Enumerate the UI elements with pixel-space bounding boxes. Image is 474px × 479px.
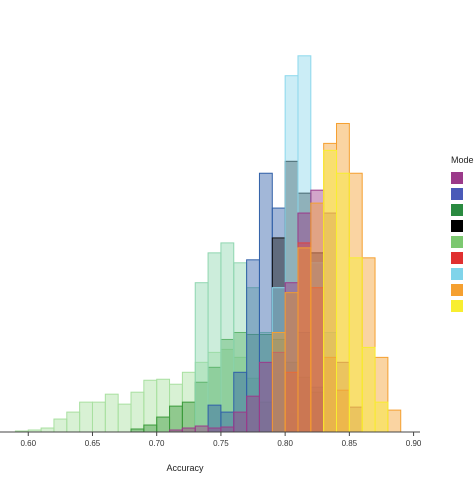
- bar-series-0-bin-7: [104, 393, 119, 433]
- x-tick-label: 0.80: [277, 439, 293, 448]
- legend-swatch: [451, 268, 463, 280]
- bar-series-6-bin-2: [194, 425, 209, 433]
- x-tick-label: 0.65: [85, 439, 101, 448]
- legend-swatch: [451, 172, 463, 184]
- bar-series-0-bin-4: [66, 411, 81, 433]
- x-tick-label: 0.60: [20, 439, 36, 448]
- series-8: [271, 122, 402, 433]
- legend-swatch: [451, 188, 463, 200]
- bar-series-0-bin-8: [117, 403, 132, 433]
- series-9: [323, 149, 389, 433]
- x-tick-label: 0.85: [342, 439, 358, 448]
- x-tick-label: 0.75: [213, 439, 229, 448]
- bar-series-9-bin-0: [323, 149, 338, 433]
- series-4: [271, 160, 325, 433]
- legend-title: Model: [451, 155, 474, 165]
- bar-series-9-bin-3: [361, 346, 376, 433]
- legend-swatch: [451, 236, 463, 248]
- bar-series-0-bin-2: [40, 427, 55, 433]
- bar-series-6-bin-3: [207, 427, 222, 433]
- bar-series-6-bin-1: [181, 427, 196, 433]
- bar-series-0-bin-10: [143, 379, 158, 433]
- x-tick-label: 0.70: [149, 439, 165, 448]
- bar-series-9-bin-2: [348, 257, 363, 433]
- x-tick-label: 0.90: [406, 439, 422, 448]
- bar-series-2-bin-2: [220, 242, 235, 433]
- bar-series-0-bin-3: [53, 418, 68, 433]
- bar-series-1-bin-3: [169, 405, 183, 433]
- legend-swatch: [451, 252, 463, 264]
- bar-series-9-bin-1: [336, 172, 350, 433]
- series-1: [130, 331, 325, 433]
- bar-series-6-bin-7: [258, 361, 273, 433]
- bar-series-0-bin-5: [79, 401, 93, 433]
- legend-swatch: [451, 300, 463, 312]
- legend-swatch: [451, 204, 463, 216]
- bar-series-6-bin-6: [246, 395, 260, 433]
- bar-series-0-bin-6: [91, 401, 106, 433]
- bar-series-9-bin-4: [374, 401, 389, 433]
- bar-series-8-bin-9: [387, 409, 402, 433]
- legend-swatch: [451, 220, 463, 232]
- legend-swatch: [451, 284, 463, 296]
- histogram-bars: [14, 55, 402, 433]
- bar-series-8-bin-2: [297, 247, 312, 433]
- x-axis-ticks: 0.60 0.65 0.70 0.75 0.80 0.85 0.90: [20, 432, 422, 448]
- bar-series-8-bin-3: [310, 202, 325, 433]
- bar-series-6-bin-4: [220, 426, 235, 433]
- bar-series-1-bin-1: [143, 424, 158, 433]
- bar-series-8-bin-1: [284, 292, 299, 433]
- bar-series-1-bin-2: [156, 416, 171, 433]
- bar-series-6-bin-5: [233, 411, 248, 433]
- bar-series-0-bin-9: [130, 391, 145, 433]
- bar-series-2-bin-0: [194, 282, 209, 433]
- legend: Model: [451, 155, 474, 312]
- bar-series-8-bin-0: [271, 331, 286, 433]
- x-axis-label: Accuracy: [166, 463, 204, 473]
